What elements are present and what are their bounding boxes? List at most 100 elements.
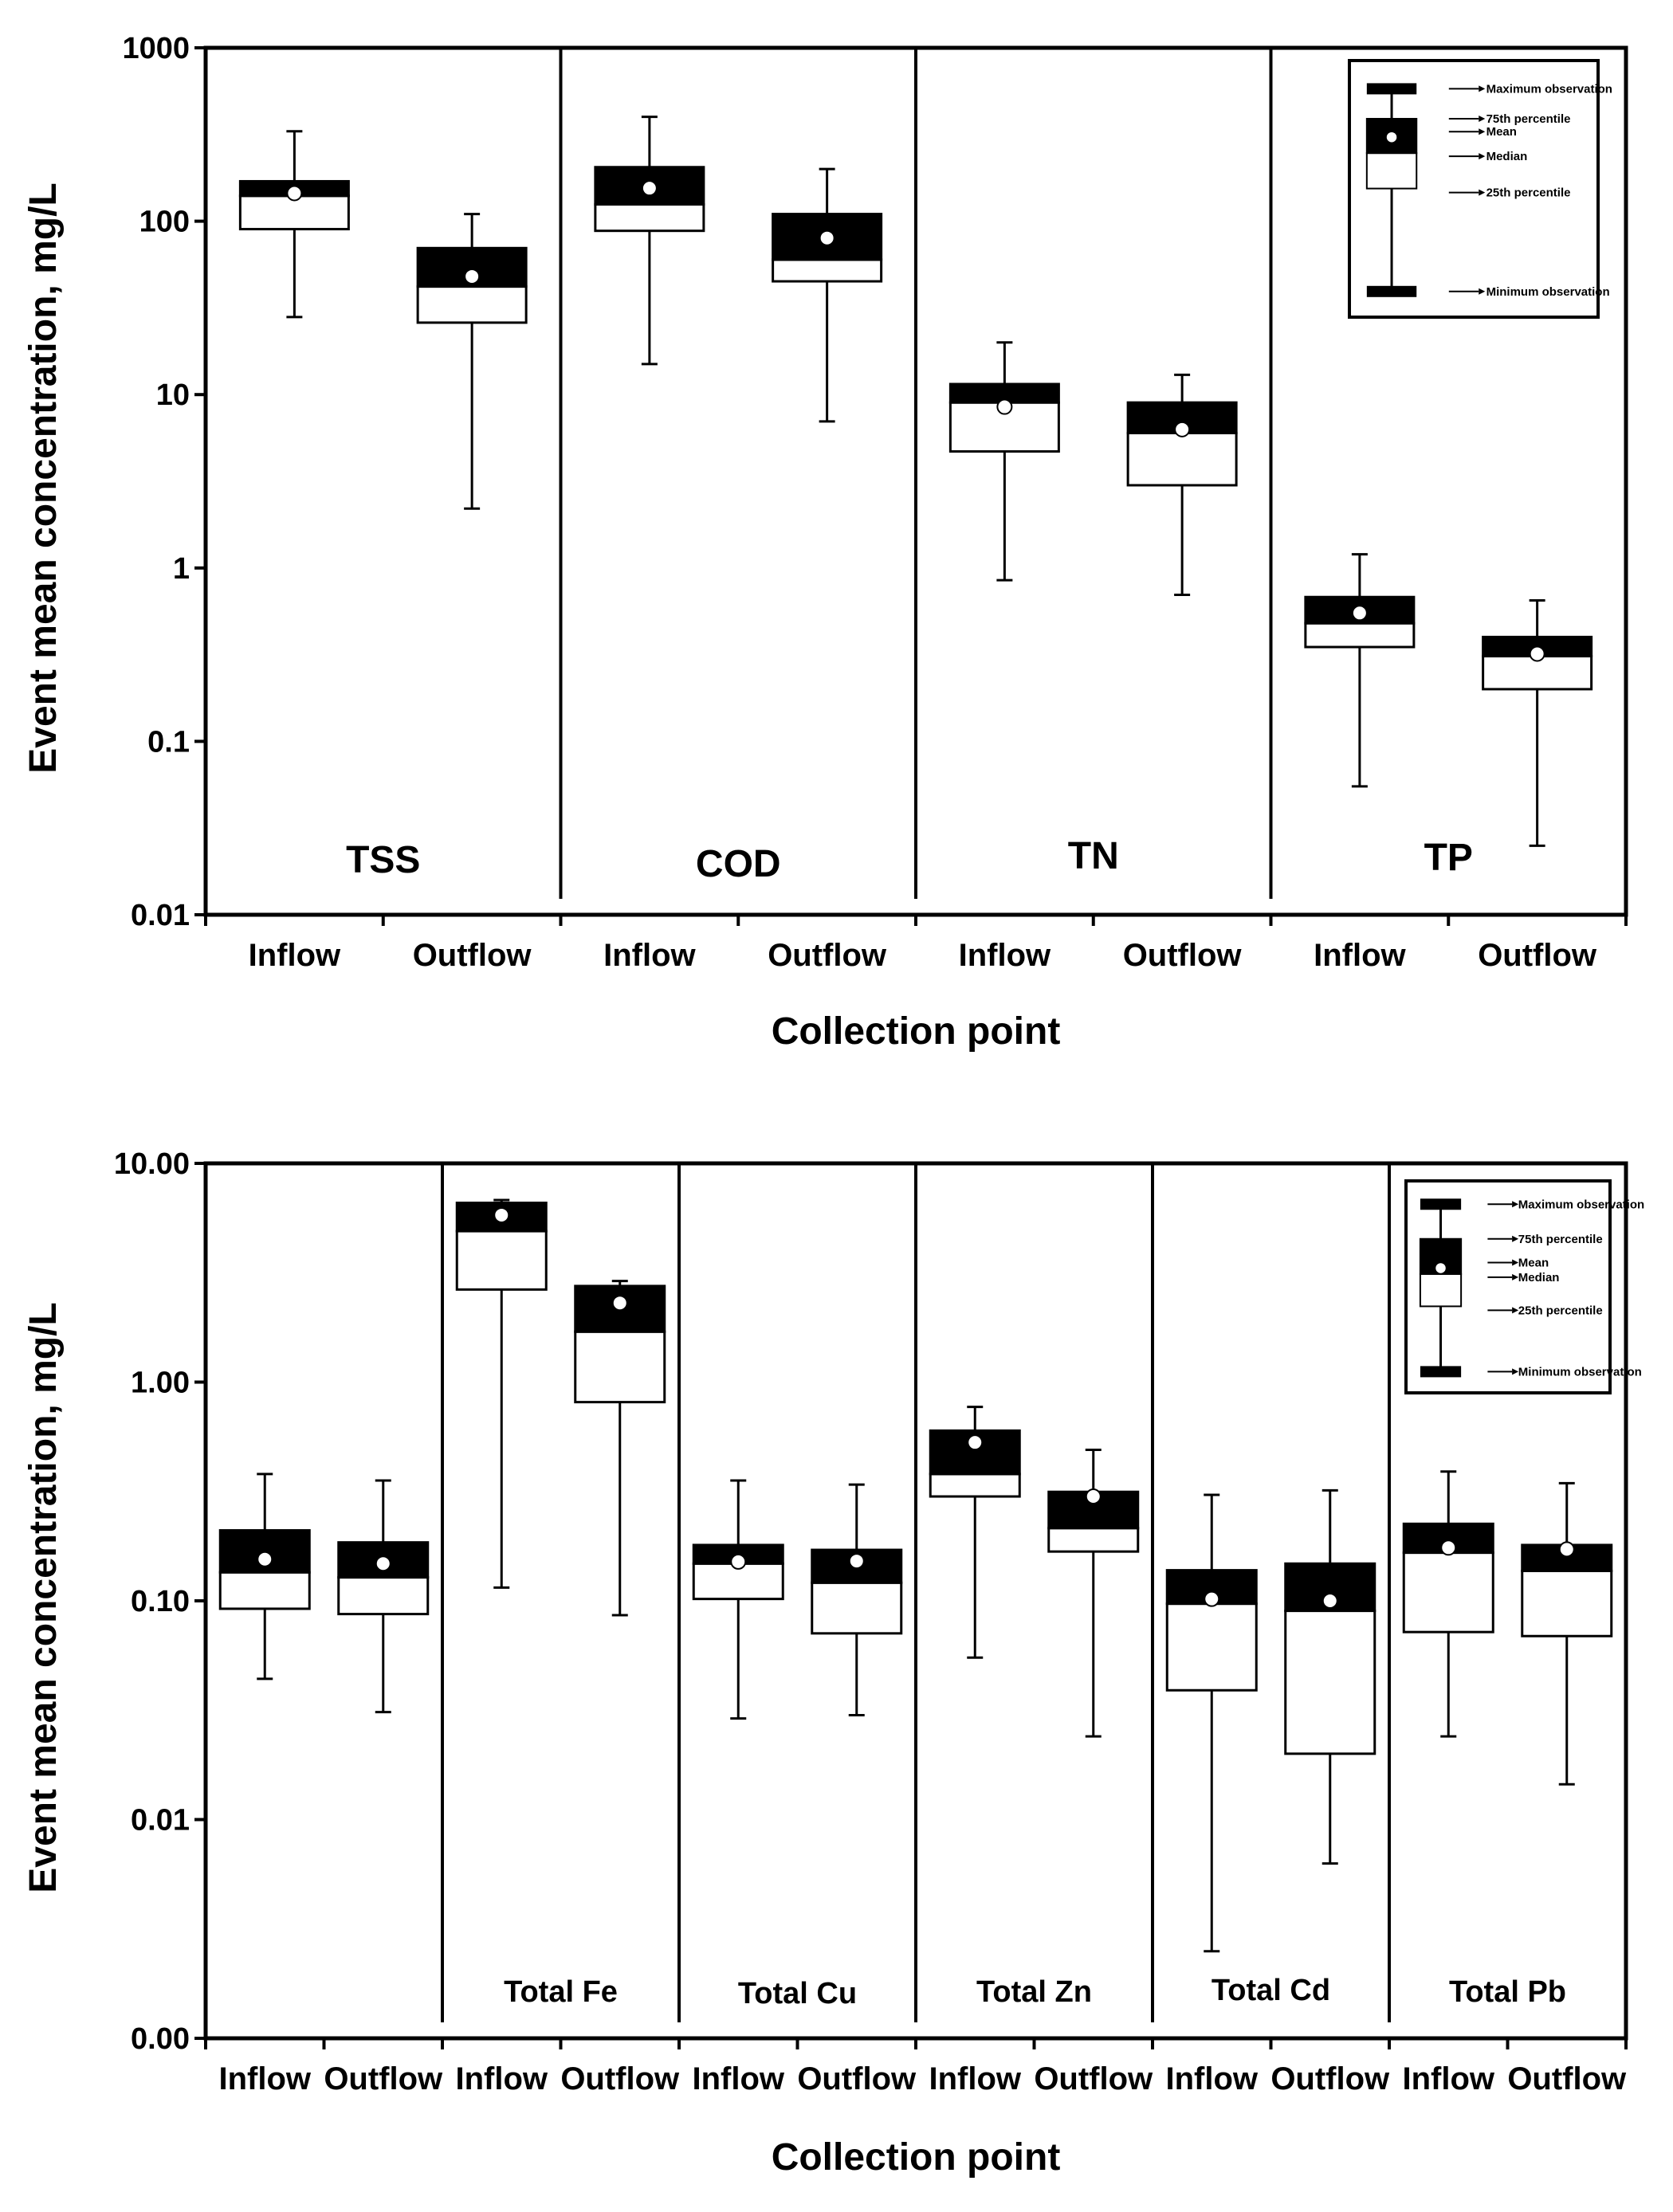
legend-item-label: Median [1518,1271,1560,1284]
legend-box-upper [1419,1237,1463,1275]
legend-item-label: 25th percentile [1486,186,1571,200]
y-tick-label: 100 [139,206,190,239]
y-tick-label: 1.00 [131,1367,190,1400]
x-category-label: Outflow [413,938,532,973]
legend-mean-marker [1385,131,1398,143]
parameter-label: Total Fe [504,1975,618,2009]
x-category-label: Outflow [797,2061,917,2096]
box-lower-quartile [1402,1551,1494,1634]
y-tick-label: 10 [156,378,190,412]
legend-arrow-head [1512,1273,1519,1281]
box-lower-quartile [574,1330,666,1404]
legend-box-lower [1419,1273,1463,1308]
box-tp-inflow [1304,553,1416,788]
y-tick-label: 1000 [122,32,190,65]
box-total-cu-inflow [692,1479,784,1720]
mean-marker [375,1555,391,1572]
box-total-zn-outflow [1047,1449,1140,1738]
x-category-label: Outflow [768,938,887,973]
chart-panel-1: 0.01 0.1 1 10 100 1000 TSS Inflow Outflow COD Infl… [22,32,1628,1053]
x-category-label: Inflow [455,2061,548,2096]
box-total-pb-inflow [1402,1470,1494,1738]
legend-arrow-head [1512,1307,1519,1314]
parameter-label: TSS [346,839,420,881]
x-category-label: Inflow [218,2061,311,2096]
box-total-zn-inflow [929,1406,1021,1659]
box-lower-quartile [416,285,528,324]
box-lower-quartile [337,1576,430,1616]
box-total-pb-outflow [1521,1481,1613,1786]
legend-item-label: Minimum observation [1486,285,1610,299]
legend-arrow-head [1479,153,1486,160]
box-tss-outflow [416,213,528,510]
box-lower-quartile [929,1473,1021,1498]
box-lower-quartile [455,1230,548,1291]
legend-mean-marker [1434,1261,1447,1275]
x-category-label: Inflow [692,2061,784,2096]
legend-min-bar [1366,285,1417,297]
legend-min-bar [1420,1366,1462,1378]
x-category-label: Outflow [1123,938,1243,973]
x-category-label: Outflow [324,2061,443,2096]
chart-panel-2: 0.00 0.01 0.10 1.00 10.00 Inflow Outflow Total … [22,1147,1644,2179]
legend-item-label: Minimum observation [1518,1365,1642,1379]
parameter-label: TP [1424,837,1473,879]
mean-marker [1204,1590,1220,1607]
box-tp-outflow [1482,599,1593,847]
parameter-label: Total Cd [1212,1974,1330,2007]
y-tick-label: 10.00 [114,1147,190,1181]
y-axis-title: Event mean concentration, mg/L [22,1302,65,1892]
y-tick-label: 0.1 [147,725,190,759]
box-lower-quartile [772,258,883,283]
y-tick-label: 0.01 [131,899,190,932]
mean-marker [641,180,658,197]
mean-marker [1322,1593,1338,1609]
y-tick-label: 0.01 [131,1804,190,1837]
mean-marker [493,1206,510,1223]
legend-item-label: Mean [1518,1256,1549,1269]
box-lower-quartile [811,1581,903,1635]
x-category-label: Outflow [1507,2061,1627,2096]
box-group-inflow [218,1473,311,1681]
legend-arrow-head [1479,85,1486,92]
box-tn-outflow [1126,373,1238,597]
legend-item-label: Maximum observation [1486,82,1612,96]
legend-arrow-head [1512,1235,1519,1242]
x-axis-title: Collection point [772,2136,1061,2179]
mean-marker [286,185,303,202]
mean-marker [819,229,835,246]
box-upper-quartile [594,166,705,206]
x-category-label: Inflow [929,2061,1021,2096]
legend-arrow-head [1479,116,1486,123]
legend-max-bar [1420,1198,1462,1210]
box-total-fe-inflow [455,1198,548,1589]
box-total-cd-inflow [1165,1493,1258,1953]
mean-marker [464,268,481,284]
box-lower-quartile [1521,1569,1613,1637]
legend-arrow-head [1479,128,1486,135]
y-tick-label: 0.00 [131,2022,190,2056]
mean-marker [848,1553,865,1570]
mean-marker [996,398,1013,415]
mean-marker [730,1553,747,1570]
box-lower-quartile [1165,1602,1258,1692]
box-group-outflow [337,1479,430,1714]
mean-marker [1529,645,1545,662]
legend-item-label: Median [1486,150,1528,163]
box-total-cd-outflow [1284,1488,1376,1865]
x-category-label: Inflow [1314,938,1406,973]
box-lower-quartile [1126,431,1238,487]
legend-max-bar [1366,83,1417,95]
mean-marker [967,1434,984,1451]
parameter-label: TN [1068,835,1119,877]
x-category-label: Outflow [560,2061,680,2096]
x-category-label: Outflow [1478,938,1597,973]
box-lower-quartile [1284,1610,1376,1755]
parameter-label: Total Cu [738,1977,857,2010]
legend-arrow-head [1512,1201,1519,1208]
box-cod-outflow [772,167,883,423]
parameter-label: Total Zn [976,1975,1092,2009]
x-axis-title: Collection point [772,1010,1061,1053]
